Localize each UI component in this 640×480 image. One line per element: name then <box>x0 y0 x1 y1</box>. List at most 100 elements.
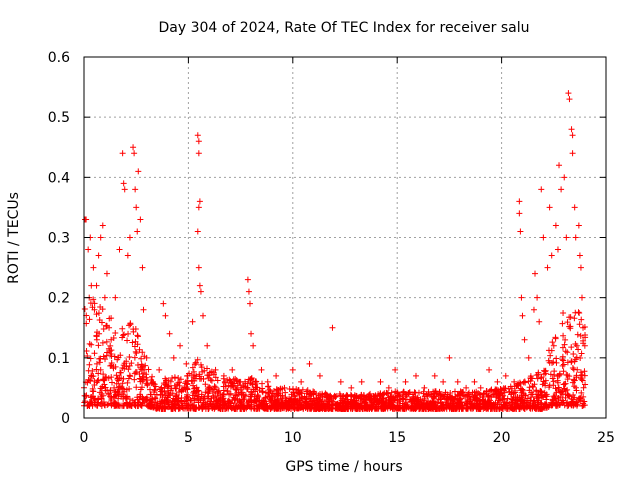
data-point <box>552 222 559 229</box>
band-point <box>559 356 566 363</box>
band-point <box>574 402 581 409</box>
band-point <box>115 386 122 393</box>
band-point <box>116 375 123 382</box>
data-point <box>189 318 196 325</box>
band-point <box>507 383 514 390</box>
data-point <box>170 354 177 361</box>
band-point <box>91 350 98 357</box>
band-point <box>108 397 115 404</box>
data-point <box>454 378 461 385</box>
band-point <box>178 402 185 409</box>
band-point <box>125 330 132 337</box>
band-point <box>221 398 228 405</box>
data-point <box>132 186 139 193</box>
band-point <box>94 378 101 385</box>
data-point <box>566 96 573 103</box>
band-point <box>394 396 401 403</box>
band-point <box>99 400 106 407</box>
band-point <box>93 336 100 343</box>
data-point <box>518 294 525 301</box>
band-point <box>139 349 146 356</box>
band-point <box>134 362 141 369</box>
data-point <box>281 384 288 391</box>
band-point <box>554 379 561 386</box>
band-point <box>459 402 466 409</box>
band-point <box>224 377 231 384</box>
band-point <box>220 401 227 408</box>
band-point <box>313 395 320 402</box>
band-point <box>564 399 571 406</box>
band-point <box>548 347 555 354</box>
band-point <box>561 402 568 409</box>
band-point <box>133 350 140 357</box>
band-point <box>504 395 511 402</box>
band-point <box>526 387 533 394</box>
band-point <box>100 326 107 333</box>
band-point <box>100 371 107 378</box>
data-point <box>348 384 355 391</box>
data-point <box>568 126 575 133</box>
data-point <box>546 204 553 211</box>
band-point <box>137 391 144 398</box>
band-point <box>297 396 304 403</box>
data-point <box>212 366 219 373</box>
band-point <box>552 402 559 409</box>
band-point <box>126 322 133 329</box>
band-point <box>577 397 584 404</box>
band-point <box>547 352 554 359</box>
band-point <box>562 348 569 355</box>
band-point <box>211 403 218 410</box>
data-point <box>337 378 344 385</box>
band-point <box>126 396 133 403</box>
band-point <box>555 394 562 401</box>
band-point <box>103 352 110 359</box>
band-point <box>86 316 93 323</box>
band-point <box>541 380 548 387</box>
band-point <box>522 379 529 386</box>
band-point <box>207 385 214 392</box>
band-point <box>571 394 578 401</box>
band-point <box>569 365 576 372</box>
band-point <box>242 392 249 399</box>
data-point <box>134 228 141 235</box>
band-point <box>534 375 541 382</box>
band-point <box>96 317 103 324</box>
band-point <box>228 379 235 386</box>
band-point <box>552 385 559 392</box>
data-point <box>197 288 204 295</box>
data-point <box>548 252 555 259</box>
band-point <box>131 354 138 361</box>
data-point <box>516 198 523 205</box>
data-point <box>538 186 545 193</box>
band-point <box>368 405 375 412</box>
x-tick-label: 0 <box>80 430 89 446</box>
band-point <box>509 396 516 403</box>
y-tick-label: 0.3 <box>48 231 70 247</box>
data-point <box>565 90 572 97</box>
data-point <box>571 204 578 211</box>
band-point <box>266 386 273 393</box>
band-point <box>432 401 439 408</box>
band-point <box>311 402 318 409</box>
band-point <box>469 389 476 396</box>
band-point <box>582 381 589 388</box>
data-point <box>194 132 201 139</box>
band-point <box>224 387 231 394</box>
band-point <box>496 391 503 398</box>
band-point <box>255 393 262 400</box>
band-point <box>560 309 567 316</box>
band-point <box>425 398 432 405</box>
data-point <box>88 282 95 289</box>
band-point <box>207 376 214 383</box>
data-point <box>471 378 478 385</box>
band-point <box>439 393 446 400</box>
band-point <box>467 398 474 405</box>
data-point <box>195 204 202 211</box>
y-tick-label: 0.6 <box>48 50 70 66</box>
band-point <box>572 309 579 316</box>
band-point <box>97 366 104 373</box>
band-point <box>231 380 238 387</box>
band-point <box>332 393 339 400</box>
band-point <box>501 396 508 403</box>
